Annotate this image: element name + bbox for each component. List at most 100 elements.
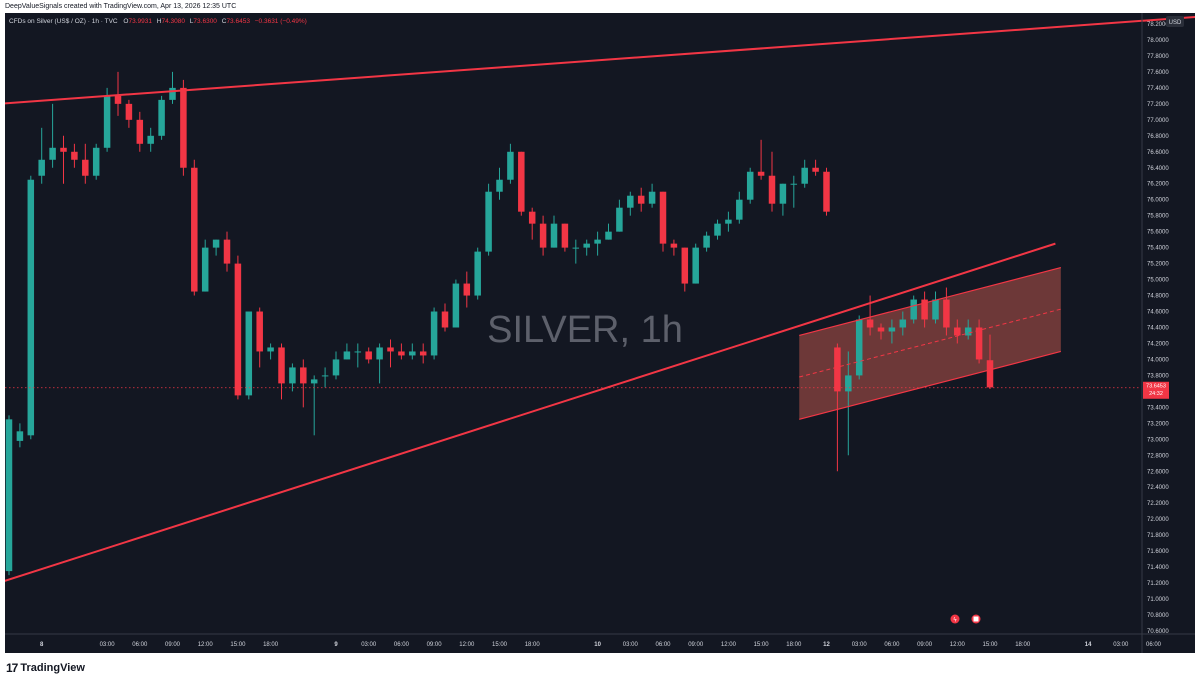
candle[interactable]: [899, 311, 907, 336]
candle[interactable]: [16, 423, 24, 448]
candle[interactable]: [136, 111, 144, 152]
candle[interactable]: [507, 143, 514, 184]
candle[interactable]: [768, 151, 776, 212]
channel-upper-line[interactable]: [799, 267, 1062, 337]
candle[interactable]: [125, 99, 133, 128]
candle[interactable]: [485, 183, 492, 256]
candle[interactable]: [932, 291, 939, 324]
candle[interactable]: [910, 295, 917, 324]
candle[interactable]: [964, 319, 972, 340]
candle[interactable]: [561, 223, 569, 252]
candle[interactable]: [518, 151, 525, 216]
candle[interactable]: [114, 71, 122, 116]
candle[interactable]: [877, 323, 885, 340]
channel-lower-line[interactable]: [799, 350, 1062, 420]
candle[interactable]: [790, 175, 798, 208]
candle[interactable]: [82, 143, 89, 184]
events-markers[interactable]: ϟ: [950, 614, 981, 624]
time-axis[interactable]: 8 03:00 06:00 09:00 12:00 15:00 18:00 9 03:00 06:…: [40, 642, 1162, 648]
dividend-event-icon[interactable]: [950, 614, 960, 624]
candle[interactable]: [670, 239, 678, 256]
candle[interactable]: [5, 415, 13, 576]
candle[interactable]: [845, 351, 852, 456]
candle[interactable]: [245, 311, 253, 400]
currency-badge[interactable]: [1166, 16, 1184, 27]
candle[interactable]: [572, 239, 580, 264]
candle[interactable]: [365, 347, 372, 364]
price-axis[interactable]: 78.2000 78.0000 77.8000 77.6000 77.4000 77.20…: [1147, 22, 1169, 635]
candle[interactable]: [256, 307, 263, 368]
candle[interactable]: [300, 359, 307, 408]
candle[interactable]: [387, 339, 394, 368]
trendline-0[interactable]: [0, 15, 1200, 105]
candle[interactable]: [147, 127, 154, 152]
candle[interactable]: [474, 247, 481, 300]
candle[interactable]: [212, 239, 220, 256]
candle[interactable]: [409, 343, 416, 360]
candle[interactable]: [71, 143, 78, 168]
candle[interactable]: [855, 315, 863, 380]
tradingview-logo[interactable]: 17 TradingView: [6, 661, 85, 675]
candle[interactable]: [354, 343, 362, 368]
candle[interactable]: [60, 135, 67, 184]
candle[interactable]: [736, 191, 743, 224]
candle[interactable]: [986, 334, 994, 389]
candle[interactable]: [376, 343, 383, 384]
candle[interactable]: [419, 343, 427, 364]
candle[interactable]: [627, 191, 634, 216]
candle[interactable]: [714, 219, 721, 240]
candle[interactable]: [616, 199, 623, 232]
candle[interactable]: [528, 207, 536, 240]
candle[interactable]: [267, 343, 274, 360]
candle[interactable]: [103, 87, 111, 152]
candle[interactable]: [289, 363, 296, 392]
candle[interactable]: [191, 159, 198, 296]
candle[interactable]: [201, 239, 209, 292]
candle[interactable]: [27, 175, 35, 440]
candle[interactable]: [343, 343, 351, 360]
candle[interactable]: [158, 95, 165, 140]
candle[interactable]: [321, 367, 329, 388]
candle[interactable]: [583, 239, 590, 256]
candle[interactable]: [823, 167, 830, 216]
candle[interactable]: [681, 247, 689, 292]
candle[interactable]: [310, 375, 318, 436]
candle[interactable]: [452, 279, 460, 328]
candle[interactable]: [38, 127, 45, 184]
candle[interactable]: [757, 139, 765, 180]
candle[interactable]: [637, 187, 645, 212]
candle[interactable]: [648, 183, 656, 208]
candle[interactable]: [725, 211, 732, 232]
candle[interactable]: [278, 343, 285, 400]
candle[interactable]: [332, 351, 340, 380]
candle[interactable]: [605, 223, 612, 240]
candle[interactable]: [550, 215, 558, 248]
candle[interactable]: [779, 183, 787, 216]
candle[interactable]: [441, 303, 449, 332]
candle[interactable]: [921, 291, 928, 328]
candle[interactable]: [169, 71, 176, 104]
candle[interactable]: [812, 159, 819, 176]
candle[interactable]: [594, 231, 601, 256]
candle[interactable]: [92, 143, 100, 180]
candle[interactable]: [234, 255, 242, 400]
trendline-1[interactable]: [0, 242, 1056, 584]
candle[interactable]: [659, 191, 667, 252]
candle[interactable]: [746, 167, 754, 204]
candle[interactable]: [496, 167, 503, 200]
chart-frame[interactable]: SILVER, 1h CFDs on Silver (US$ / OZ) · 1…: [0, 13, 1200, 653]
candle[interactable]: [834, 343, 841, 472]
candle[interactable]: [703, 231, 710, 252]
candle[interactable]: [398, 343, 405, 360]
candlestick-chart[interactable]: SILVER, 1h CFDs on Silver (US$ / OZ) · 1…: [0, 13, 1200, 653]
candle[interactable]: [954, 319, 961, 344]
candle[interactable]: [180, 79, 187, 176]
candle[interactable]: [801, 159, 808, 188]
candle[interactable]: [539, 215, 547, 256]
candle[interactable]: [975, 319, 983, 364]
candle[interactable]: [223, 231, 231, 272]
candle[interactable]: [692, 243, 699, 284]
candle[interactable]: [943, 287, 950, 336]
candle[interactable]: [888, 319, 896, 344]
candle[interactable]: [49, 103, 56, 168]
